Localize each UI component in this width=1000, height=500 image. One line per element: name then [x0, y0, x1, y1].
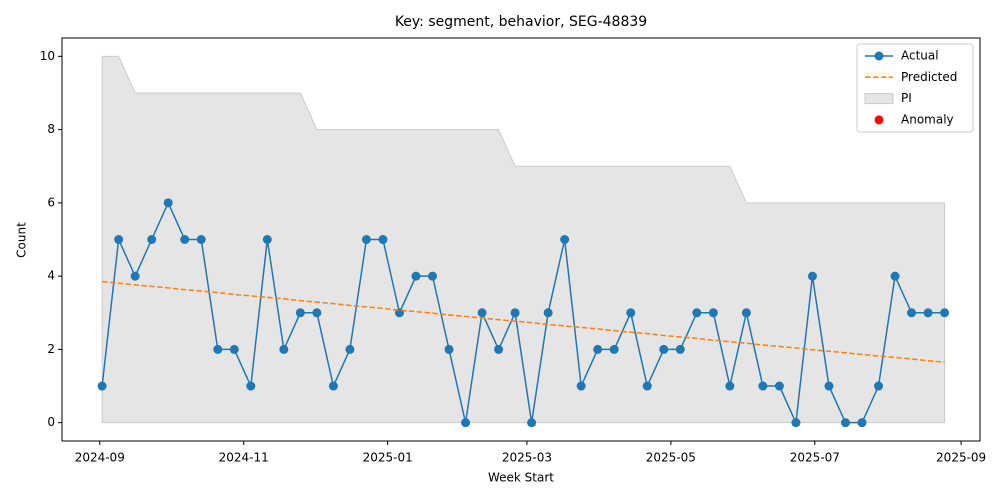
- data-point: [791, 418, 801, 428]
- y-tick-label: 8: [47, 122, 55, 136]
- x-tick-label: 2024-09: [75, 451, 125, 465]
- data-point: [444, 344, 454, 354]
- data-point: [494, 344, 504, 354]
- prediction-interval: [101, 55, 946, 424]
- data-point: [725, 381, 735, 391]
- data-point: [510, 308, 520, 318]
- data-point: [147, 235, 157, 244]
- data-point: [97, 381, 107, 391]
- data-point: [295, 308, 305, 318]
- data-point: [807, 271, 817, 281]
- data-point: [114, 235, 124, 244]
- data-point: [890, 271, 900, 281]
- y-tick-label: 0: [47, 415, 55, 429]
- plot-frame: [61, 37, 981, 442]
- legend-patch: [864, 93, 894, 105]
- data-point: [527, 418, 537, 428]
- x-tick-label: 2025-07: [790, 451, 840, 465]
- data-point: [345, 344, 355, 354]
- data-point: [642, 381, 652, 391]
- legend: Actual Predicted PI Anomaly: [856, 43, 974, 133]
- data-point: [675, 344, 685, 354]
- y-tick-label: 10: [40, 49, 55, 63]
- data-point: [163, 198, 173, 208]
- data-point: [213, 344, 223, 354]
- data-point: [774, 381, 784, 391]
- legend-marker: [874, 115, 884, 125]
- data-point: [477, 308, 487, 318]
- data-point: [361, 235, 371, 244]
- data-point: [411, 271, 421, 281]
- data-point: [180, 235, 190, 244]
- data-point: [279, 344, 289, 354]
- data-point: [461, 418, 471, 428]
- data-point: [593, 344, 603, 354]
- chart-title: Key: segment, behavior, SEG-48839: [395, 14, 647, 30]
- data-point: [543, 308, 553, 318]
- data-point: [262, 235, 272, 244]
- legend-label: PI: [901, 91, 912, 105]
- y-tick-label: 2: [47, 342, 55, 356]
- data-point: [246, 381, 256, 391]
- data-point: [626, 308, 636, 318]
- series-line: [102, 280, 945, 363]
- data-point: [857, 418, 867, 428]
- data-point: [576, 381, 586, 391]
- x-tick-label: 2025-03: [502, 451, 552, 465]
- data-point: [840, 418, 850, 428]
- data-point: [428, 271, 438, 281]
- data-point: [560, 235, 570, 244]
- data-point: [378, 235, 388, 244]
- data-point: [312, 308, 322, 318]
- x-axis-label: Week Start: [488, 471, 554, 485]
- y-axis-label: Count: [15, 222, 29, 258]
- legend-marker: [874, 51, 884, 61]
- x-tick-label: 2025-05: [646, 451, 696, 465]
- legend-box: [856, 43, 974, 133]
- data-point: [659, 344, 669, 354]
- data-point: [874, 381, 884, 391]
- data-point: [609, 344, 619, 354]
- data-point: [196, 235, 206, 244]
- data-point: [940, 308, 950, 318]
- x-tick-label: 2024-11: [219, 451, 269, 465]
- data-point: [907, 308, 917, 318]
- x-tick-label: 2025-01: [363, 451, 413, 465]
- y-tick-label: 6: [47, 195, 55, 209]
- data-point: [130, 271, 140, 281]
- data-point: [758, 381, 768, 391]
- x-tick-label: 2025-09: [936, 451, 986, 465]
- legend-label: Anomaly: [901, 112, 954, 126]
- data-point: [824, 381, 834, 391]
- data-point: [328, 381, 338, 391]
- data-point: [692, 308, 702, 318]
- y-tick-label: 4: [47, 269, 55, 283]
- data-point: [708, 308, 718, 318]
- data-point: [741, 308, 751, 318]
- data-point: [229, 344, 239, 354]
- legend-label: Actual: [901, 49, 939, 63]
- data-point: [923, 308, 933, 318]
- legend-label: Predicted: [901, 70, 957, 84]
